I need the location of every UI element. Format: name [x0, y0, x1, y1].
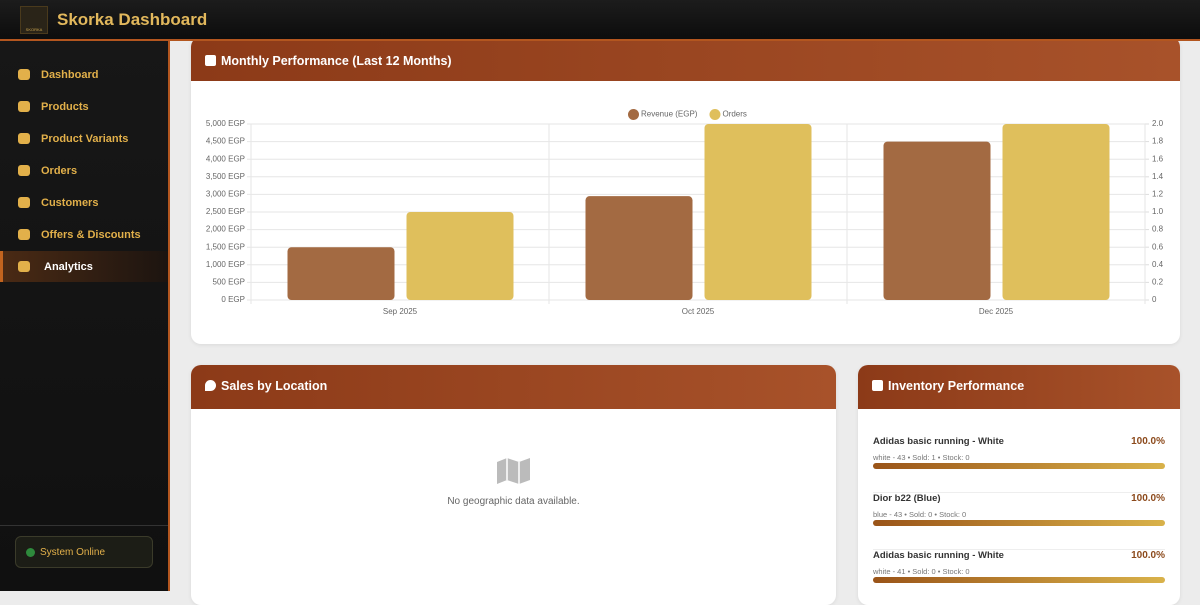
- bar: [883, 141, 991, 300]
- legend-label: Orders: [722, 110, 746, 119]
- progress-bar: [873, 520, 1165, 526]
- x-tick-label: Oct 2025: [682, 307, 715, 316]
- nav-icon: [18, 165, 30, 176]
- nav-item[interactable]: Products: [0, 91, 168, 122]
- performance-card: Monthly Performance (Last 12 Months) 0 E…: [191, 37, 1180, 344]
- progress-track: [873, 520, 1165, 526]
- logo: SKORKA: [20, 6, 48, 34]
- x-tick-label: Dec 2025: [979, 307, 1014, 316]
- y-tick-label: 2,500 EGP: [206, 207, 245, 216]
- y2-tick-label: 1.6: [1152, 154, 1164, 163]
- bar: [704, 124, 812, 300]
- card-title: Sales by Location: [221, 379, 328, 393]
- status-text: System Online: [40, 547, 106, 558]
- y-tick-label: 3,000 EGP: [206, 190, 245, 199]
- y-tick-label: 5,000 EGP: [206, 119, 245, 128]
- item-details: blue - 43 • Sold: 0 • Stock: 0: [873, 510, 967, 519]
- item-name: Adidas basic running - White: [873, 550, 1004, 561]
- y2-tick-label: 1.8: [1152, 137, 1164, 146]
- item-name: Dior b22 (Blue): [873, 493, 941, 504]
- card-title: Monthly Performance (Last 12 Months): [221, 54, 452, 68]
- sidebar-footer: [0, 525, 168, 526]
- y2-tick-label: 0.4: [1152, 260, 1164, 269]
- y-tick-label: 500 EGP: [213, 278, 245, 287]
- y-tick-label: 2,000 EGP: [206, 225, 245, 234]
- inventory-item: Dior b22 (Blue) 100.0% blue - 43 • Sold: 0…: [873, 493, 1165, 550]
- item-details: white - 41 • Sold: 0 • Stock: 0: [873, 567, 970, 576]
- y2-tick-label: 0.8: [1152, 225, 1164, 234]
- progress-bar: [873, 577, 1165, 583]
- y-tick-label: 4,500 EGP: [206, 137, 245, 146]
- item-name: Adidas basic running - White: [873, 436, 1004, 447]
- empty-message: No geographic data available.: [447, 496, 580, 507]
- bar: [287, 247, 395, 300]
- nav-icon: [18, 69, 30, 80]
- inventory-card: Inventory Performance Adidas basic runni…: [858, 365, 1180, 605]
- nav-icon: [18, 261, 30, 272]
- nav-item[interactable]: Customers: [0, 187, 168, 218]
- nav-icon: [18, 133, 30, 144]
- y2-tick-label: 0.2: [1152, 278, 1164, 287]
- bar: [406, 212, 514, 300]
- y2-tick-label: 1.4: [1152, 172, 1164, 181]
- nav-item[interactable]: Product Variants: [0, 123, 168, 154]
- card-header: Inventory Performance: [858, 365, 1180, 409]
- y-tick-label: 3,500 EGP: [206, 172, 245, 181]
- y2-tick-label: 1.2: [1152, 190, 1164, 199]
- sidebar: System Online Dashboard Products Product V…: [0, 41, 170, 591]
- y-tick-label: 1,000 EGP: [206, 260, 245, 269]
- y2-tick-label: 0: [1152, 295, 1157, 304]
- nav-item[interactable]: Dashboard: [0, 59, 168, 90]
- nav-item[interactable]: Offers & Discounts: [0, 219, 168, 250]
- nav-icon: [18, 197, 30, 208]
- card-header: Monthly Performance (Last 12 Months): [191, 37, 1180, 81]
- inventory-item: Adidas basic running - White 100.0% white …: [873, 550, 1165, 605]
- nav-item[interactable]: Analytics: [0, 251, 168, 282]
- legend-swatch: [628, 109, 639, 120]
- top-bar: SKORKA Skorka Dashboard: [0, 0, 1200, 41]
- x-tick-label: Sep 2025: [383, 307, 418, 316]
- nav-icon: [18, 229, 30, 240]
- inventory-item: Adidas basic running - White 100.0% white …: [873, 436, 1165, 493]
- progress-track: [873, 577, 1165, 583]
- chart: 0 EGP 500 EGP 1,000 EGP 1,500 EGP 2,000 EGP 2…: [206, 109, 1164, 316]
- status-badge: System Online: [15, 536, 153, 568]
- nav-item[interactable]: Orders: [0, 155, 168, 186]
- app-title: Skorka Dashboard: [57, 10, 208, 29]
- bar: [585, 196, 693, 300]
- y-tick-label: 0 EGP: [221, 295, 245, 304]
- item-percent: 100.0%: [1131, 493, 1165, 504]
- y-tick-label: 4,000 EGP: [206, 154, 245, 163]
- item-details: white - 43 • Sold: 1 • Stock: 0: [873, 453, 970, 462]
- bar: [1002, 124, 1110, 300]
- progress-track: [873, 463, 1165, 469]
- y-tick-label: 1,500 EGP: [206, 242, 245, 251]
- nav-icon: [18, 101, 30, 112]
- item-percent: 100.0%: [1131, 436, 1165, 447]
- location-card: Sales by Location No geographic data ava…: [191, 365, 836, 605]
- y2-tick-label: 0.6: [1152, 242, 1164, 251]
- item-percent: 100.0%: [1131, 550, 1165, 561]
- y2-tick-label: 2.0: [1152, 119, 1164, 128]
- card-title: Inventory Performance: [888, 379, 1025, 393]
- legend-swatch: [709, 109, 721, 120]
- card-header: Sales by Location: [191, 365, 836, 409]
- legend-label: Revenue (EGP): [641, 110, 698, 119]
- progress-bar: [873, 463, 1165, 469]
- map-icon: [497, 458, 530, 484]
- y2-tick-label: 1.0: [1152, 207, 1164, 216]
